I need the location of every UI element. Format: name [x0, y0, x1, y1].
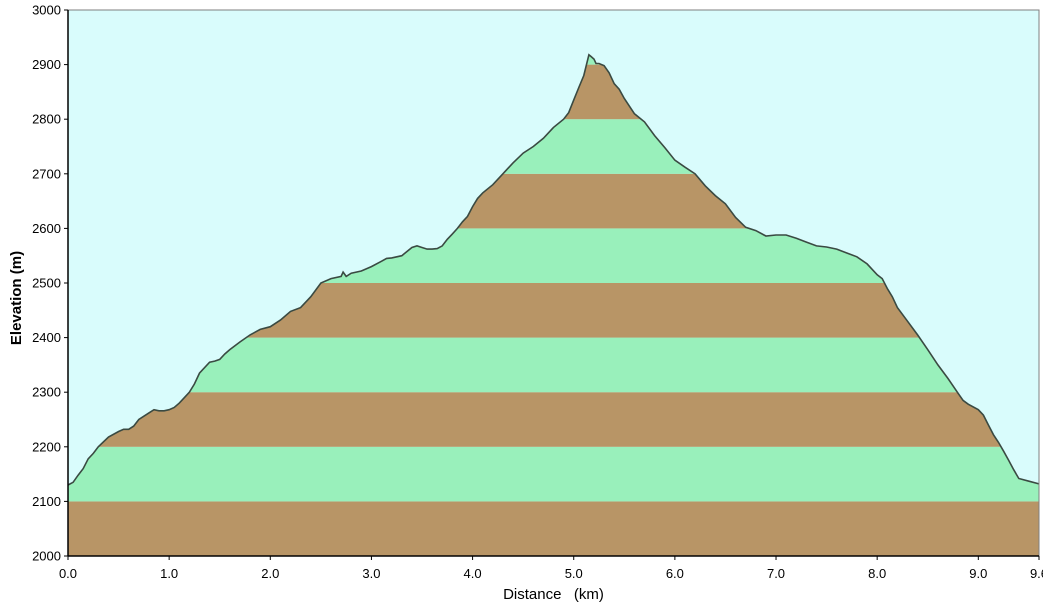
x-tick-label: 7.0 [767, 566, 785, 581]
x-tick-label: 8.0 [868, 566, 886, 581]
x-tick-label: 0.0 [59, 566, 77, 581]
x-tick-label: 9.6 [1030, 566, 1043, 581]
elevation-band [68, 392, 1039, 447]
y-tick-label: 2800 [32, 112, 61, 127]
y-tick-label: 2300 [32, 385, 61, 400]
x-axis-title: Distance (km) [503, 586, 604, 602]
x-tick-label: 6.0 [666, 566, 684, 581]
elevation-band [68, 446, 1039, 502]
y-tick-label: 2500 [32, 276, 61, 291]
x-axis: 0.0 1.0 2.0 3.0 4.0 5.0 6.0 7.0 8.0 9.0 9.6 [59, 555, 1043, 581]
x-tick-label: 1.0 [160, 566, 178, 581]
x-tick-label: 9.0 [969, 566, 987, 581]
elevation-band [68, 501, 1039, 556]
x-tick-label: 3.0 [362, 566, 380, 581]
x-tick-label: 2.0 [261, 566, 279, 581]
x-tick-label: 4.0 [464, 566, 482, 581]
y-tick-label: 2200 [32, 439, 61, 454]
y-tick-label: 2400 [32, 330, 61, 345]
y-tick-label: 2900 [32, 57, 61, 72]
y-axis: 2000 2100 2200 2300 2400 2500 2600 2700 2800 2900… [32, 3, 69, 564]
y-tick-label: 2000 [32, 549, 61, 564]
y-tick-label: 2700 [32, 166, 61, 181]
y-tick-label: 3000 [32, 3, 61, 18]
x-tick-label: 5.0 [565, 566, 583, 581]
y-axis-title: Elevation (m) [8, 251, 25, 345]
y-tick-label: 2600 [32, 221, 61, 236]
elevation-profile-line [67, 53, 1040, 486]
y-tick-label: 2100 [32, 494, 61, 509]
